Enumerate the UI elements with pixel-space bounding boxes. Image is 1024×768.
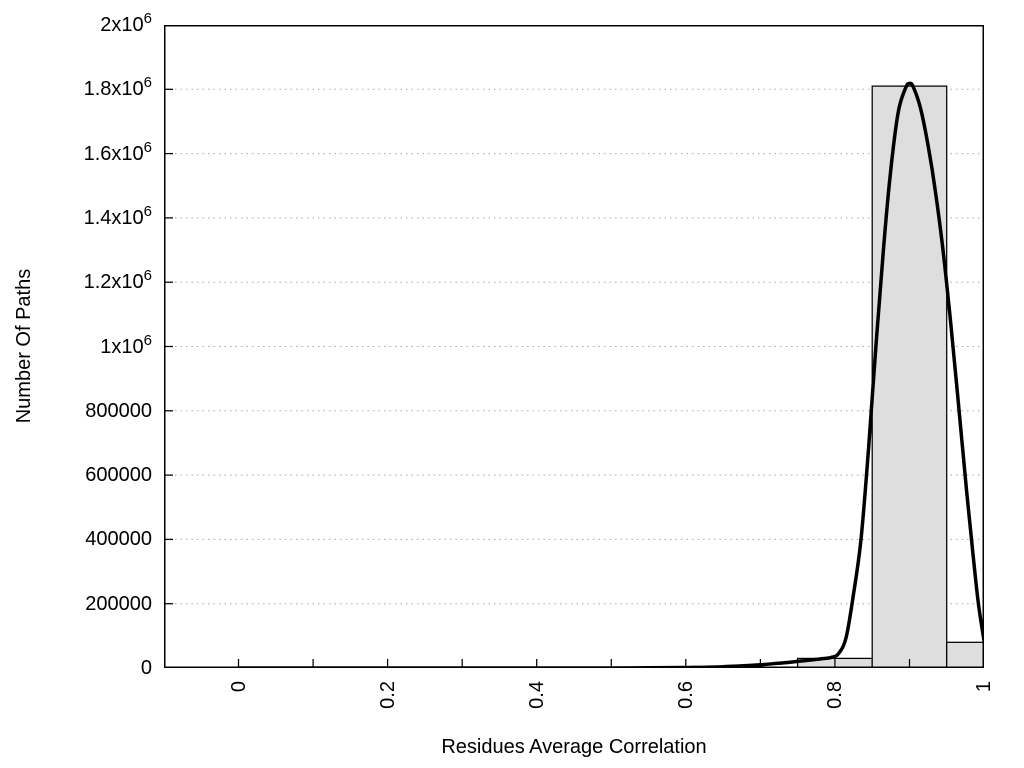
plot-border: [164, 25, 984, 668]
histogram-bar: [871, 85, 948, 668]
y-tick-label: 800000: [85, 399, 152, 422]
y-tick-label: 1.8x106: [83, 74, 152, 101]
histogram-bar: [946, 641, 984, 668]
y-tick-label: 1.6x106: [83, 138, 152, 165]
y-tick-label: 600000: [85, 464, 152, 487]
x-axis-title: Residues Average Correlation: [441, 736, 707, 758]
fit-curve: [236, 81, 984, 668]
plot-area: [164, 25, 984, 668]
y-tick-label: 200000: [85, 592, 152, 615]
y-tick-label: 2x106: [100, 10, 152, 36]
y-tick-label: 400000: [85, 528, 152, 551]
y-tick-label: 0: [140, 657, 152, 679]
y-tick-label: 1.4x106: [83, 202, 152, 229]
y-tick-label: 1x106: [100, 331, 152, 358]
y-axis-title: Number Of Paths: [13, 268, 35, 424]
y-tick-label: 1.2x106: [83, 267, 152, 294]
